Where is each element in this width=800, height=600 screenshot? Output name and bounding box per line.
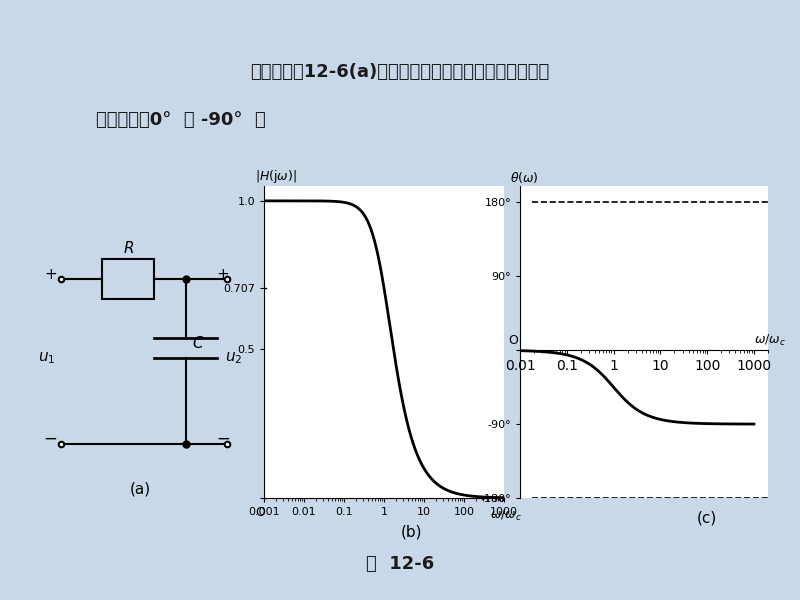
Text: (c): (c) xyxy=(697,511,718,526)
Text: 图  12-6: 图 12-6 xyxy=(366,555,434,573)
Text: −: − xyxy=(43,430,58,448)
Text: $u_2$: $u_2$ xyxy=(225,350,242,366)
Text: $\omega/\omega_c$: $\omega/\omega_c$ xyxy=(490,508,522,523)
Text: $C$: $C$ xyxy=(192,335,204,351)
Text: +: + xyxy=(217,267,230,282)
Text: $R$: $R$ xyxy=(123,239,134,256)
Text: $\omega/\omega_c$: $\omega/\omega_c$ xyxy=(754,332,786,348)
Text: O: O xyxy=(255,506,265,519)
Text: +: + xyxy=(44,267,57,282)
Text: O: O xyxy=(508,334,518,347)
Text: 曲线表明图12-6(a)电路具有低通滤波特性和移相特性，: 曲线表明图12-6(a)电路具有低通滤波特性和移相特性， xyxy=(250,63,550,81)
Bar xyxy=(102,259,154,299)
Text: $|H(\mathrm{j}\omega)|$: $|H(\mathrm{j}\omega)|$ xyxy=(255,168,297,185)
Text: $u_1$: $u_1$ xyxy=(38,350,55,366)
Text: $\theta(\omega)$: $\theta(\omega)$ xyxy=(510,170,538,185)
Text: −: − xyxy=(216,430,230,448)
Text: (a): (a) xyxy=(130,481,150,497)
Text: (b): (b) xyxy=(401,524,422,539)
Text: 相移范围为0°  到 -90°  。: 相移范围为0° 到 -90° 。 xyxy=(96,111,266,129)
